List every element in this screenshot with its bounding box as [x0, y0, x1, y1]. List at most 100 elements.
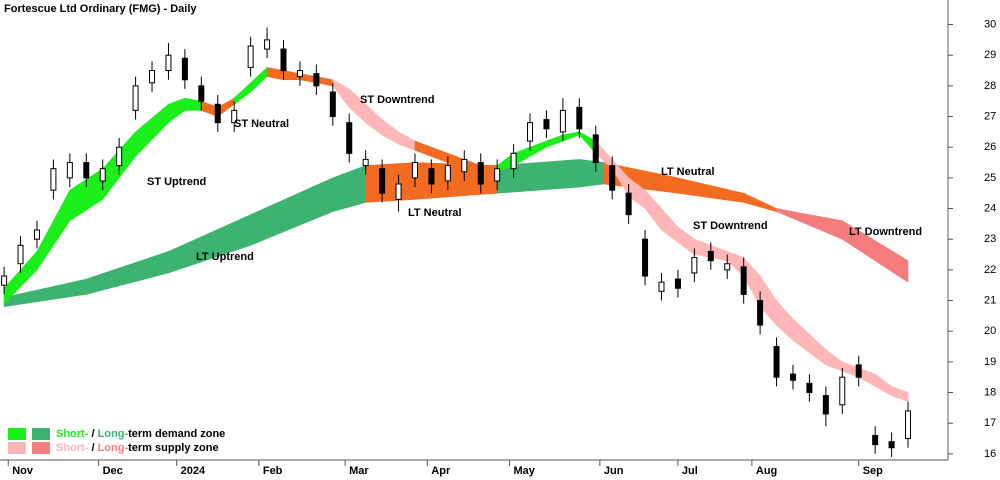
x-tick-label: Sep: [863, 465, 883, 477]
y-tick-label: 26: [984, 141, 996, 153]
annotation: LT Neutral: [408, 207, 462, 219]
candle-body: [559, 109, 566, 133]
candle-body: [757, 300, 764, 326]
candle-body: [494, 168, 501, 182]
band-segment: [398, 131, 416, 151]
candle-body: [822, 395, 829, 415]
candle-body: [609, 165, 616, 191]
candle-body: [149, 70, 156, 84]
band-segment: [743, 192, 777, 212]
candle-body: [247, 45, 254, 68]
x-tick-label: May: [513, 465, 535, 477]
candle-body: [576, 106, 583, 130]
legend-text-part: Short-: [56, 428, 89, 440]
candle-body: [625, 192, 632, 216]
band-segment: [841, 220, 909, 283]
band-segment: [792, 318, 810, 354]
candle-body: [773, 346, 780, 378]
band-segment: [809, 333, 827, 366]
y-tick-label: 29: [984, 49, 996, 61]
candle-body: [592, 134, 599, 164]
candle-body: [444, 165, 451, 182]
x-tick-label: Apr: [431, 465, 451, 477]
band-segment: [135, 103, 169, 158]
legend-text-part: term demand zone: [128, 428, 225, 440]
candle-body: [855, 364, 862, 378]
band-segment: [874, 373, 892, 397]
x-tick-label: 2024: [181, 465, 206, 477]
annotation: ST Neutral: [234, 118, 289, 130]
band-segment: [677, 177, 744, 203]
y-tick-label: 20: [984, 325, 996, 337]
candle-body: [50, 168, 57, 191]
candle-body: [428, 168, 435, 185]
candle-body: [1, 275, 8, 286]
candle-body: [543, 119, 550, 130]
candle-body: [510, 152, 517, 170]
band-segment: [644, 189, 662, 231]
candle-body: [17, 244, 24, 265]
y-tick-label: 19: [984, 356, 996, 368]
x-tick-label: Aug: [756, 465, 777, 477]
candle-body: [707, 250, 714, 262]
y-tick-label: 25: [984, 172, 996, 184]
band-segment: [168, 97, 186, 124]
band-segment: [36, 189, 71, 271]
y-tick-label: 27: [984, 110, 996, 122]
legend-swatch: [8, 442, 26, 454]
candle-body: [642, 238, 649, 277]
chart-title: Fortescue Ltd Ordinary (FMG) - Daily: [4, 3, 197, 15]
x-tick-label: Jul: [682, 465, 698, 477]
candle-body: [477, 162, 484, 185]
candle-body: [740, 266, 747, 295]
legend-text-part: Long-: [98, 442, 129, 454]
candle-body: [181, 57, 188, 81]
band-segment: [250, 177, 334, 246]
legend-swatch: [8, 428, 26, 440]
x-tick-label: Feb: [263, 465, 283, 477]
candle-body: [280, 48, 287, 72]
candle-body: [362, 158, 369, 167]
band-segment: [776, 299, 794, 342]
candle-body: [33, 229, 40, 240]
x-tick-label: Mar: [349, 465, 369, 477]
y-tick-label: 16: [984, 448, 996, 460]
x-tick-label: Nov: [12, 465, 34, 477]
legend-swatch: [32, 442, 50, 454]
candle-body: [806, 382, 813, 394]
band-segment: [776, 208, 843, 240]
band-segment: [891, 385, 909, 403]
y-tick-label: 23: [984, 233, 996, 245]
candle-body: [724, 263, 731, 271]
candle-body: [165, 54, 172, 72]
candle-body: [99, 168, 106, 182]
candle-body: [231, 109, 238, 124]
candle-body: [888, 441, 895, 449]
band-segment: [168, 214, 251, 274]
legend-label: Short- / Long-term supply zone: [56, 442, 219, 454]
band-segment: [233, 82, 251, 105]
candle-body: [839, 376, 846, 406]
y-tick-label: 22: [984, 264, 996, 276]
candle-body: [214, 103, 221, 124]
band-segment: [332, 165, 366, 212]
candle-body: [461, 158, 468, 173]
band-segment: [529, 140, 547, 157]
candle-body: [296, 70, 303, 78]
x-tick-label: Jun: [604, 465, 624, 477]
candle-body: [411, 162, 418, 179]
annotation: LT Uptrend: [196, 251, 254, 263]
candle-body: [691, 257, 698, 274]
band-segment: [431, 146, 449, 163]
band-segment: [677, 226, 695, 256]
candle-body: [872, 434, 879, 446]
candle-body: [198, 85, 205, 102]
legend-text-part: Long-: [98, 428, 129, 440]
legend-swatch: [32, 428, 50, 440]
band-segment: [579, 159, 605, 188]
band-segment: [381, 119, 399, 145]
band-segment: [546, 134, 564, 148]
y-tick-label: 18: [984, 386, 996, 398]
band-segment: [562, 131, 580, 142]
